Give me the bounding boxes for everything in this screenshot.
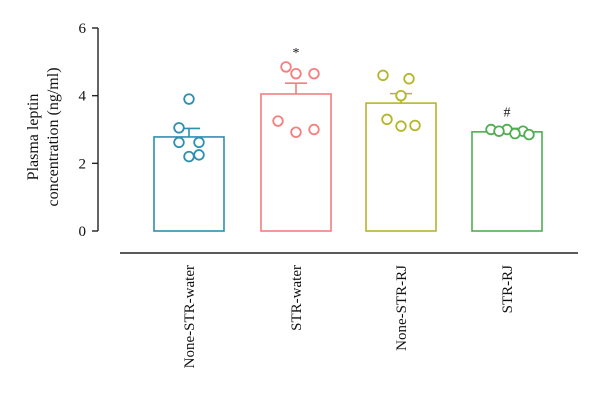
data-point <box>493 125 505 137</box>
bars-layer: *# <box>153 46 543 232</box>
data-point <box>183 93 195 105</box>
data-point <box>308 67 320 80</box>
significance-marker: # <box>504 105 511 120</box>
data-point <box>173 122 185 134</box>
data-point <box>290 67 302 80</box>
x-tick-label: None-STR-RJ <box>394 265 410 351</box>
bar-str-water <box>260 93 332 232</box>
y-axis-label-line-1: Plasma leptin <box>25 94 42 181</box>
data-point <box>290 126 302 138</box>
data-point <box>395 120 407 132</box>
data-point <box>377 69 389 82</box>
points-layer <box>173 61 535 163</box>
y-tick-label: 2 <box>79 156 87 172</box>
x-axis: None-STR-water STR-water None-STR-RJ STR-RJ <box>120 252 578 368</box>
data-point <box>509 127 521 140</box>
data-point <box>193 149 205 161</box>
y-axis: 0 2 4 6 <box>79 21 99 240</box>
data-point <box>308 123 320 136</box>
x-tick-label: STR-water <box>289 265 305 331</box>
y-tick-label: 6 <box>79 21 87 37</box>
data-point <box>395 89 407 102</box>
data-point <box>173 136 185 149</box>
y-tick-label: 4 <box>79 89 87 105</box>
data-point <box>381 113 393 126</box>
data-point <box>403 73 415 85</box>
data-point <box>409 119 421 132</box>
y-tick-label: 0 <box>79 224 87 240</box>
data-point <box>193 136 205 149</box>
x-tick-label: None-STR-water <box>182 265 198 368</box>
data-point <box>280 61 292 73</box>
y-axis-label-line-2: concentration (ng/ml) <box>45 67 62 206</box>
data-point <box>523 128 535 141</box>
data-point <box>183 150 195 163</box>
data-point <box>272 115 284 127</box>
significance-marker: * <box>293 46 300 61</box>
bar-str-rj <box>471 131 543 232</box>
x-tick-label: STR-RJ <box>500 265 516 314</box>
